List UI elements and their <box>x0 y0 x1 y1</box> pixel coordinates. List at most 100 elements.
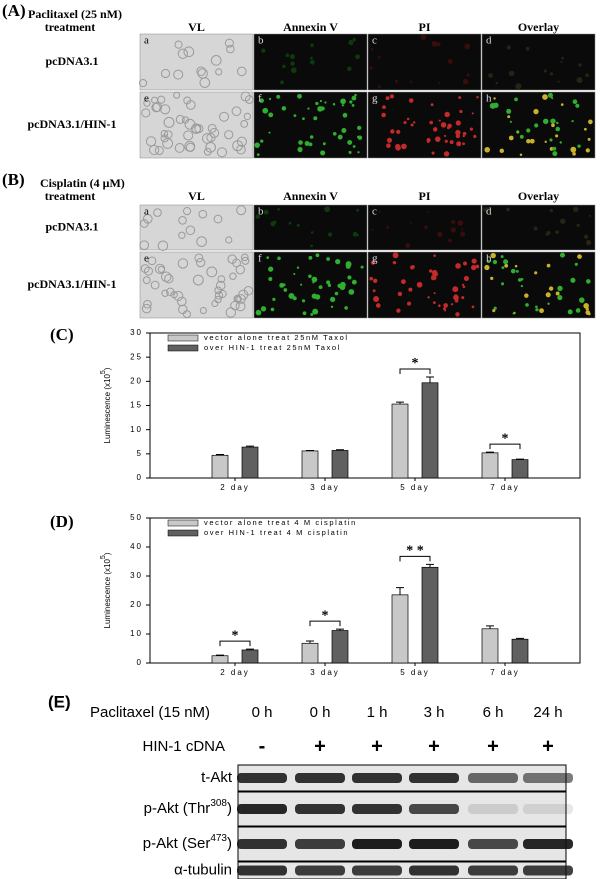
cell <box>357 135 363 140</box>
cell <box>503 259 509 265</box>
time-label: 0 h <box>252 704 273 721</box>
micrograph: d <box>481 33 596 91</box>
cell <box>340 98 346 105</box>
cell <box>411 265 415 269</box>
cell <box>514 264 518 268</box>
cell <box>390 129 395 134</box>
micrograph-bg <box>253 91 368 159</box>
cell <box>433 254 436 257</box>
cell <box>397 291 403 297</box>
cell <box>196 236 207 247</box>
cell <box>332 103 336 106</box>
construct-status: + <box>371 735 383 757</box>
micrograph-bg <box>367 33 482 91</box>
cell <box>524 293 529 298</box>
cell <box>572 99 578 105</box>
significance-label: * <box>232 628 239 643</box>
cell <box>268 112 274 118</box>
cell <box>270 307 275 312</box>
cell <box>214 291 224 300</box>
cell <box>406 117 410 121</box>
cell <box>525 46 530 51</box>
cell <box>196 66 206 76</box>
blot-band <box>352 839 402 849</box>
y-tick-label: 5 <box>137 449 143 458</box>
cell-letter: c <box>372 35 377 47</box>
cell <box>576 223 580 227</box>
cell <box>226 44 235 54</box>
cell <box>458 96 462 100</box>
cell <box>543 69 548 73</box>
row-label: α-tubulin <box>174 861 232 878</box>
cell <box>552 146 557 151</box>
cell <box>293 114 297 118</box>
cell <box>547 302 550 305</box>
cell <box>150 280 160 290</box>
cell <box>277 207 280 211</box>
x-tick-label: 3 day <box>310 483 340 492</box>
cell <box>557 285 563 292</box>
cell <box>160 68 171 79</box>
cell <box>347 275 352 280</box>
cell <box>547 92 553 98</box>
cell <box>327 283 332 287</box>
panel-label: (B) <box>2 170 25 189</box>
cell <box>585 307 589 311</box>
cell <box>519 153 523 157</box>
row-label-text: α-tubulin <box>174 861 232 878</box>
cell <box>245 95 254 104</box>
bar <box>421 382 439 479</box>
y-tick-label: 30 <box>130 328 143 337</box>
cell <box>161 289 169 297</box>
error-bar <box>396 587 404 595</box>
cell <box>256 153 260 157</box>
cell <box>493 97 496 100</box>
cell <box>516 131 519 134</box>
blot-band <box>468 865 518 876</box>
cell <box>282 283 286 287</box>
cell <box>254 142 260 148</box>
cell <box>164 273 174 284</box>
cell <box>178 231 186 239</box>
cell <box>330 305 334 309</box>
cell <box>461 283 465 286</box>
cell <box>575 103 580 108</box>
row-label: t-Akt <box>201 769 233 786</box>
cell <box>341 104 345 107</box>
cell <box>443 151 450 157</box>
cell <box>166 287 175 297</box>
cell <box>412 121 416 124</box>
blot-band <box>295 804 345 814</box>
cell <box>471 305 475 309</box>
cell <box>437 231 443 238</box>
cell <box>545 292 551 298</box>
cell <box>194 253 204 263</box>
cell <box>282 64 286 69</box>
blot-band <box>352 865 402 876</box>
cell <box>260 139 264 143</box>
blot-band <box>237 773 287 783</box>
cell <box>551 123 555 128</box>
cell <box>556 121 559 125</box>
cell <box>373 278 378 284</box>
cell <box>322 142 326 146</box>
blot-band <box>237 865 287 876</box>
cell <box>570 277 576 283</box>
cell <box>315 101 319 106</box>
cell <box>438 119 441 122</box>
cell <box>348 150 352 154</box>
error-bar <box>426 376 434 383</box>
cell <box>552 151 558 157</box>
cell <box>183 96 192 105</box>
cell <box>438 304 441 307</box>
significance-bracket <box>489 443 521 450</box>
cell <box>584 234 589 239</box>
cell <box>310 231 314 234</box>
time-label: 0 h <box>310 704 331 721</box>
cell <box>175 114 185 124</box>
y-tick-label: 0 <box>137 473 143 482</box>
cell <box>461 227 464 230</box>
cell <box>570 146 577 153</box>
error-bar <box>216 454 224 456</box>
